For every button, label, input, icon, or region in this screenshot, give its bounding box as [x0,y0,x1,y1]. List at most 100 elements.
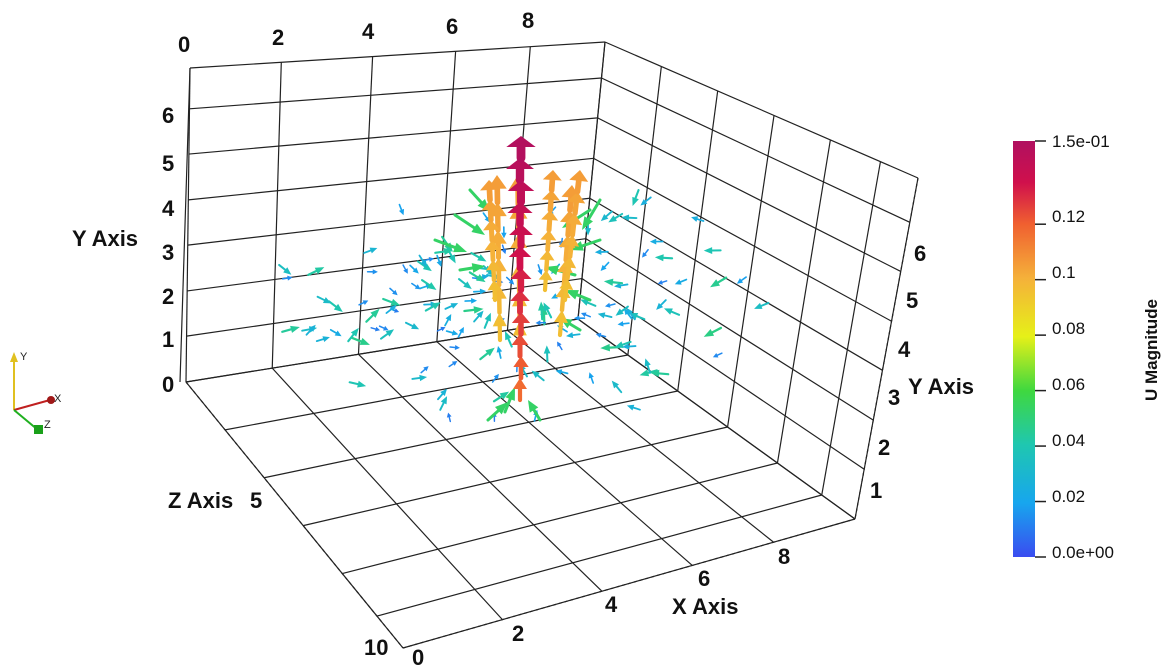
vector-arrow [563,235,580,260]
vector-arrow [600,343,621,352]
grid-line [342,462,778,575]
vector-arrow [486,402,508,422]
vector-arrow [710,276,728,288]
vector-arrow [481,200,500,223]
vector-arrow [316,295,332,304]
vector-arrow [539,250,555,273]
z-tick: 5 [250,488,262,513]
vector-arrow [595,332,607,338]
vector-arrow [511,334,529,359]
vector-arrow [580,312,591,318]
vector-arrow [509,224,533,250]
colorbar-label: 0.08 [1052,319,1085,338]
grid-line [185,318,579,383]
vector-arrow [580,299,597,307]
grid-line [726,115,775,428]
vector-arrow [496,346,503,359]
vector-arrow [608,212,624,223]
vector-arrow [458,263,485,273]
orientation-axes-widget[interactable]: Y X Z [10,351,62,434]
vector-arrow [554,310,568,338]
grid-line [577,318,856,520]
vector-arrow [411,282,421,290]
colorbar-title: U Magnitude [1142,299,1161,401]
vector-arrow [623,308,633,320]
grid-line [436,341,693,566]
grid-line [776,139,831,464]
vector-arrow [411,374,428,382]
vector-arrow [543,345,551,363]
vector-arrow [600,210,613,222]
y-left-ticks: 0 1 2 3 4 5 6 [162,103,175,397]
vector-arrow [281,275,293,281]
vector-arrow [537,264,543,276]
vector-arrow [305,324,316,336]
vector-arrow [464,298,478,304]
vector-arrow [420,366,429,374]
grid-line [189,77,602,110]
vector-arrow [416,260,432,272]
vector-arrow [418,254,427,268]
vector-arrow [491,373,499,383]
grid-line [271,367,503,621]
grid-line [186,277,583,337]
y-left-tick: 6 [162,103,174,128]
grid-line [597,117,902,272]
vector-arrow [559,278,574,303]
colorbar-label: 1.5e-01 [1052,132,1110,151]
vector-arrow [674,278,688,285]
orient-x-arrow-icon [47,396,55,404]
vector-arrow [434,247,453,256]
vector-arrow [436,254,442,267]
grid-line [627,66,662,356]
vector-arrow [588,372,595,384]
vector-arrow [409,264,419,274]
vector-arrow [463,306,484,314]
vector-arrow [511,312,531,337]
vector-arrow [642,249,649,258]
vector-arrow [278,263,292,275]
colorbar-label: 0.02 [1052,487,1085,506]
vector-arrow [385,305,397,314]
vector-arrow [365,308,380,323]
vector-arrow [445,330,459,336]
vector-arrow [424,302,441,312]
grid-line [507,329,775,543]
vector-arrow [663,308,681,316]
vector-arrow [444,313,452,327]
vector-arrow [508,246,532,272]
vector-arrow [328,300,343,312]
vector-arrow [436,326,446,332]
grid-line [581,278,865,470]
y-right-tick: 2 [878,435,890,460]
vector-arrow [543,302,553,319]
vector-arrow [510,268,532,294]
y-left-tick: 5 [162,151,174,176]
vector-arrow [573,315,586,321]
vector-arrow [594,249,609,255]
y-right-tick: 6 [914,241,926,266]
colorbar-label: 0.04 [1052,431,1085,450]
vector-arrow [656,299,667,310]
vector-arrow [513,378,527,403]
y-left-tick: 4 [162,196,175,221]
colorbar-label: 0.06 [1052,375,1085,394]
vector-arrow [492,312,507,343]
colorbar-label: 0.0e+00 [1052,543,1114,562]
orient-y-arrow-icon [10,352,18,362]
orient-x-label: X [54,393,62,405]
vector-arrow [626,404,641,411]
grid-line [577,41,606,320]
vector-arrow [507,180,535,206]
vector-arrow [535,320,547,326]
vector-arrow [483,312,491,329]
vector-arrow [506,158,534,185]
y-right-ticks: 1 2 3 4 5 6 [870,241,926,503]
vector-arrow [382,297,401,306]
grid-line [604,41,919,179]
y-axis-title-right: Y Axis [908,374,974,399]
vector-arrow [538,270,553,293]
grid-line [224,354,628,431]
vector-arrow [654,254,674,262]
